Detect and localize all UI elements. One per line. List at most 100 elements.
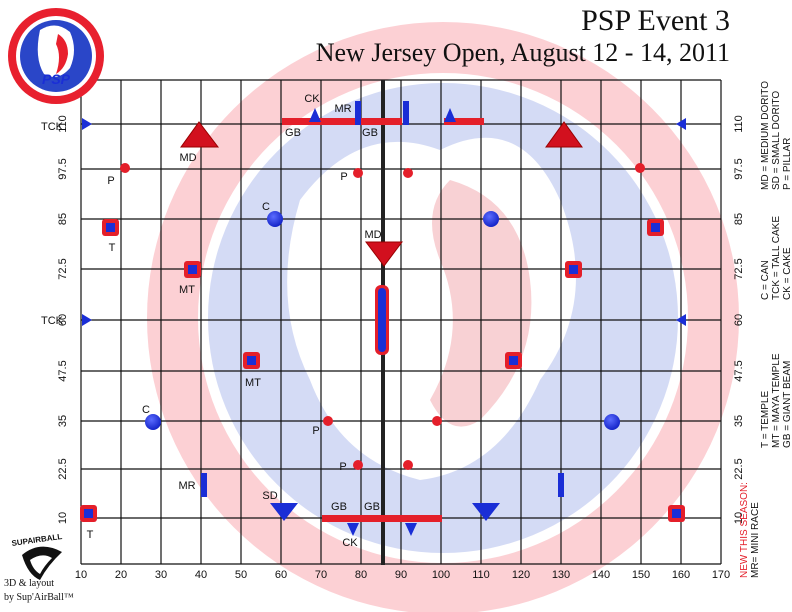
tall-cake	[676, 314, 686, 326]
x-tick-label: 20	[115, 569, 127, 581]
can	[483, 211, 499, 227]
y-tick-label: 110	[57, 115, 69, 133]
temple	[102, 219, 119, 236]
tall-cake	[676, 118, 686, 130]
mini-race	[355, 101, 361, 125]
maya-temple	[184, 261, 201, 278]
x-tick-label: 110	[472, 569, 490, 581]
pillar	[403, 168, 413, 178]
legend-col4: NEW THIS SEASON:MR= MINI RACE	[739, 482, 761, 578]
y-tick-label: 10	[733, 512, 745, 524]
x-tick-label: 40	[195, 569, 207, 581]
y-tick-label: 47.5	[57, 360, 69, 381]
pillar	[120, 163, 130, 173]
giant-beam	[362, 515, 402, 522]
legend-col2: C = CANTCK = TALL CAKECK = CAKE	[760, 216, 792, 300]
can	[267, 211, 283, 227]
cake	[405, 523, 417, 536]
maya-temple	[243, 352, 260, 369]
giant-beam	[282, 118, 322, 125]
temple	[80, 505, 97, 522]
y-tick-label: 72.5	[733, 258, 745, 279]
pillar	[403, 460, 413, 470]
y-tick-label: 35	[733, 415, 745, 427]
psp-logo: PSP	[8, 8, 104, 104]
obstacle-label: MR	[178, 480, 195, 492]
mini-race	[403, 101, 409, 125]
obstacle-label: P	[339, 461, 346, 473]
legend-col3: T = TEMPLEMT = MAYA TEMPLEGB = GIANT BEA…	[760, 353, 792, 448]
obstacles	[80, 101, 686, 536]
obstacle-label: C	[142, 404, 150, 416]
obstacle-labels: TCK CK MR GB GB MD P P C MD T MT TCK MT C P P MR SD GB GB CK T	[41, 93, 382, 549]
obstacle-label: GB	[364, 501, 380, 513]
x-tick-label: 120	[512, 569, 530, 581]
x-tick-label: 150	[632, 569, 650, 581]
y-tick-label: 85	[733, 213, 745, 225]
x-tick-label: 100	[432, 569, 450, 581]
y-tick-labels-right: 110 97.5 85 72.5 60 47.5 35 22.5 10	[733, 115, 745, 524]
cake	[347, 523, 359, 536]
obstacle-label: TCK	[41, 121, 64, 133]
x-tick-label: 60	[275, 569, 287, 581]
tall-cake	[82, 118, 92, 130]
x-tick-label: 50	[235, 569, 247, 581]
pillar	[353, 460, 363, 470]
center-beam-core	[378, 288, 386, 352]
x-tick-labels: 10 20 30 40 50 60 70 80 90 100 110 120 130 140 150 160 1…	[75, 569, 730, 581]
x-tick-label: 130	[552, 569, 570, 581]
obstacle-label: MT	[245, 377, 261, 389]
mini-race	[558, 473, 564, 497]
obstacle-label: GB	[331, 501, 347, 513]
maya-temple	[505, 352, 522, 369]
obstacle-label: MD	[364, 229, 381, 241]
tall-cake	[82, 314, 92, 326]
y-tick-label: 110	[733, 115, 745, 133]
small-dorito	[472, 503, 500, 521]
can	[145, 414, 161, 430]
giant-beam	[402, 515, 442, 522]
obstacle-label: MR	[334, 103, 351, 115]
y-tick-label: 97.5	[733, 158, 745, 179]
y-tick-label: 22.5	[57, 458, 69, 479]
page-subtitle: New Jersey Open, August 12 - 14, 2011	[315, 38, 730, 67]
pillar	[323, 416, 333, 426]
medium-dorito	[365, 241, 403, 267]
x-tick-label: 140	[592, 569, 610, 581]
x-tick-label: 90	[395, 569, 407, 581]
pillar	[353, 168, 363, 178]
obstacle-label: CK	[304, 93, 320, 105]
y-tick-label: 47.5	[733, 360, 745, 381]
obstacle-label: TCK	[41, 315, 64, 327]
svg-text:PSP: PSP	[42, 71, 71, 87]
y-tick-labels-left: 110 97.5 85 72.5 60 47.5 35 22.5 10	[57, 115, 69, 524]
giant-beam	[444, 118, 484, 125]
obstacle-label: P	[107, 175, 114, 187]
credit-line-2: by Sup'AirBall™	[4, 592, 74, 603]
cake	[444, 108, 456, 122]
y-tick-label: 97.5	[57, 158, 69, 179]
obstacle-label: P	[340, 171, 347, 183]
y-tick-label: 60	[57, 314, 69, 326]
can	[604, 414, 620, 430]
obstacle-label: SD	[262, 490, 277, 502]
psp-watermark	[147, 22, 739, 612]
temple	[668, 505, 685, 522]
x-tick-label: 30	[155, 569, 167, 581]
obstacle-label: T	[109, 242, 116, 254]
y-tick-label: 72.5	[57, 258, 69, 279]
giant-beam	[322, 515, 362, 522]
mini-race	[201, 473, 207, 497]
y-tick-label: 85	[57, 213, 69, 225]
x-tick-label: 80	[355, 569, 367, 581]
obstacle-label: T	[87, 529, 94, 541]
pillar	[432, 416, 442, 426]
legend: MD = MEDIUM DORITOSD = SMALL DORITOP = P…	[739, 81, 792, 578]
obstacle-label: C	[262, 201, 270, 213]
giant-beam	[362, 118, 402, 125]
pillar	[635, 163, 645, 173]
cake	[309, 108, 321, 122]
small-dorito	[270, 503, 298, 521]
medium-dorito	[545, 121, 583, 148]
